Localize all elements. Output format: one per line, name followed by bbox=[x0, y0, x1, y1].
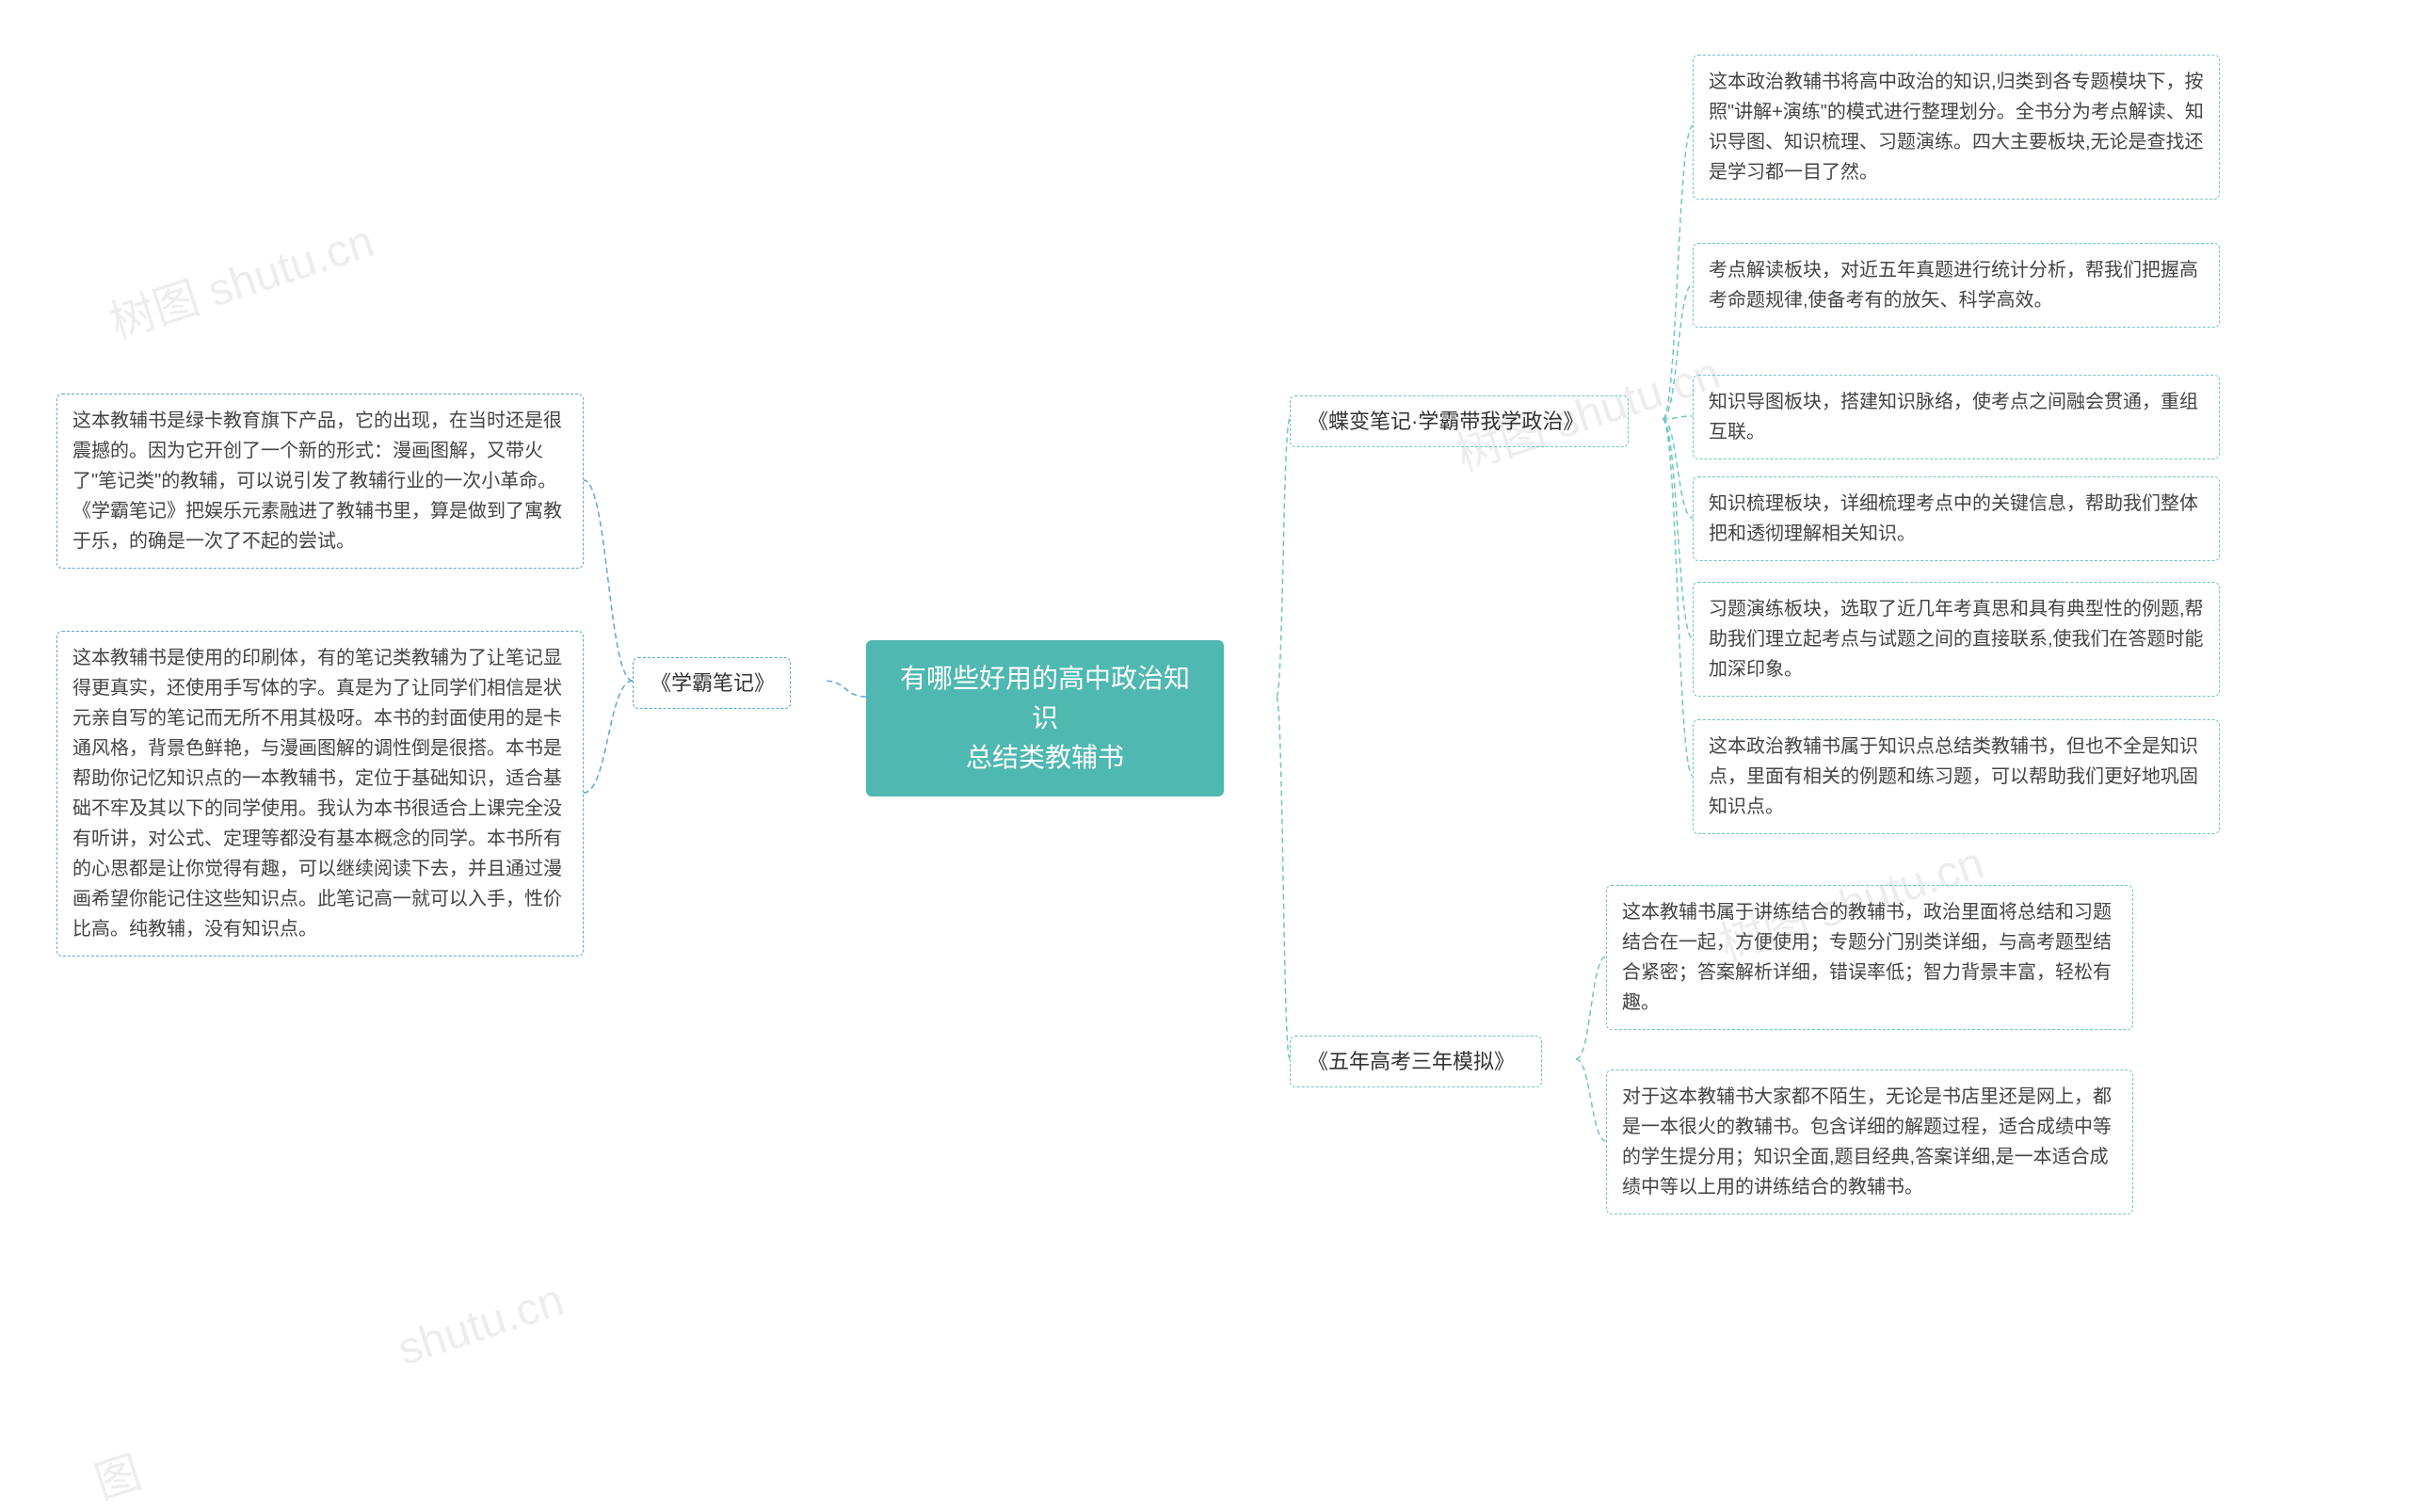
leaf-node: 这本教辅书属于讲练结合的教辅书，政治里面将总结和习题结合在一起，方便使用；专题分… bbox=[1606, 885, 2133, 1030]
leaf-node: 这本教辅书是使用的印刷体，有的笔记类教辅为了让笔记显得更真实，还使用手写体的字。… bbox=[56, 631, 584, 957]
leaf-node: 习题演练板块，选取了近几年考真思和具有典型性的例题,帮助我们理立起考点与试题之间… bbox=[1693, 582, 2220, 697]
leaf-node: 对于这本教辅书大家都不陌生，无论是书店里还是网上，都是一本很火的教辅书。包含详细… bbox=[1606, 1070, 2133, 1214]
leaf-node: 知识导图板块，搭建知识脉络，使考点之间融会贯通，重组互联。 bbox=[1693, 375, 2220, 459]
leaf-node: 考点解读板块，对近五年真题进行统计分析，帮我们把握高考命题规律,使备考有的放矢、… bbox=[1693, 243, 2220, 328]
leaf-node: 这本政治教辅书属于知识点总结类教辅书，但也不全是知识点，里面有相关的例题和练习题… bbox=[1693, 719, 2220, 834]
leaf-node: 这本教辅书是绿卡教育旗下产品，它的出现，在当时还是很震撼的。因为它开创了一个新的… bbox=[56, 394, 584, 569]
watermark: 树图 shutu.cn bbox=[100, 204, 380, 351]
branch-node: 《学霸笔记》 bbox=[633, 657, 791, 709]
watermark: shutu.cn bbox=[392, 1274, 570, 1375]
branch-node: 《五年高考三年模拟》 bbox=[1290, 1036, 1542, 1087]
watermark: 图 bbox=[85, 1435, 148, 1511]
leaf-node: 这本政治教辅书将高中政治的知识,归类到各专题模块下，按照"讲解+演练"的模式进行… bbox=[1693, 55, 2220, 200]
leaf-node: 知识梳理板块，详细梳理考点中的关键信息，帮助我们整体把和透彻理解相关知识。 bbox=[1693, 476, 2220, 561]
center-node: 有哪些好用的高中政治知识总结类教辅书 bbox=[866, 640, 1224, 796]
branch-node: 《蝶变笔记·学霸带我学政治》 bbox=[1290, 395, 1629, 447]
